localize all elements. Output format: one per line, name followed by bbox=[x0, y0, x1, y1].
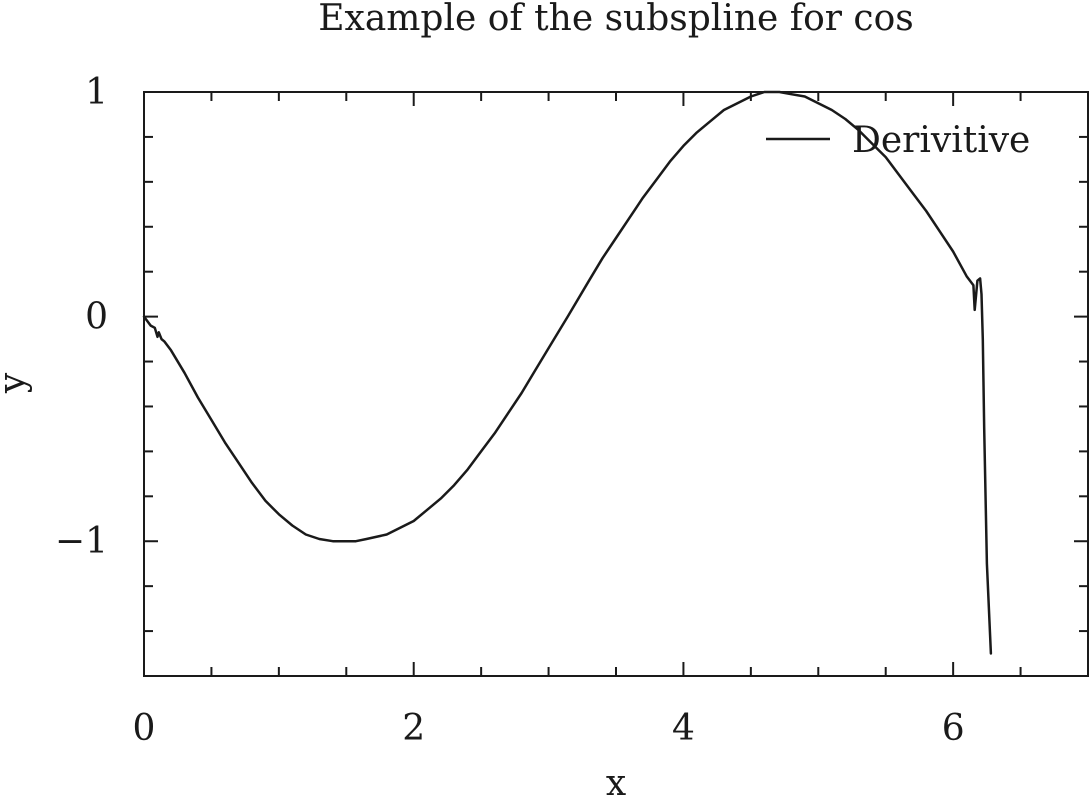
y-tick-label: 0 bbox=[85, 297, 108, 338]
y-tick-label: −1 bbox=[55, 521, 108, 562]
axis-ticks bbox=[143, 91, 1089, 677]
plot-area: 0 2 4 6 1 0 −1 bbox=[55, 72, 1089, 749]
series-group bbox=[142, 90, 993, 655]
x-tick-label: 2 bbox=[402, 708, 425, 749]
series-line-0 bbox=[142, 90, 993, 655]
x-tick-label: 0 bbox=[133, 708, 156, 749]
axis-tick-labels: 0 2 4 6 1 0 −1 bbox=[55, 72, 965, 749]
y-axis-label: y bbox=[0, 372, 33, 394]
y-tick-label: 1 bbox=[85, 72, 108, 113]
legend-label: Derivitive bbox=[852, 120, 1030, 161]
x-tick-label: 6 bbox=[942, 708, 965, 749]
x-tick-label: 4 bbox=[672, 708, 695, 749]
plot-frame bbox=[143, 91, 1089, 677]
x-axis-label: x bbox=[606, 763, 626, 800]
legend: Derivitive bbox=[766, 120, 1030, 161]
chart-title: Example of the subspline for cos bbox=[318, 0, 913, 39]
